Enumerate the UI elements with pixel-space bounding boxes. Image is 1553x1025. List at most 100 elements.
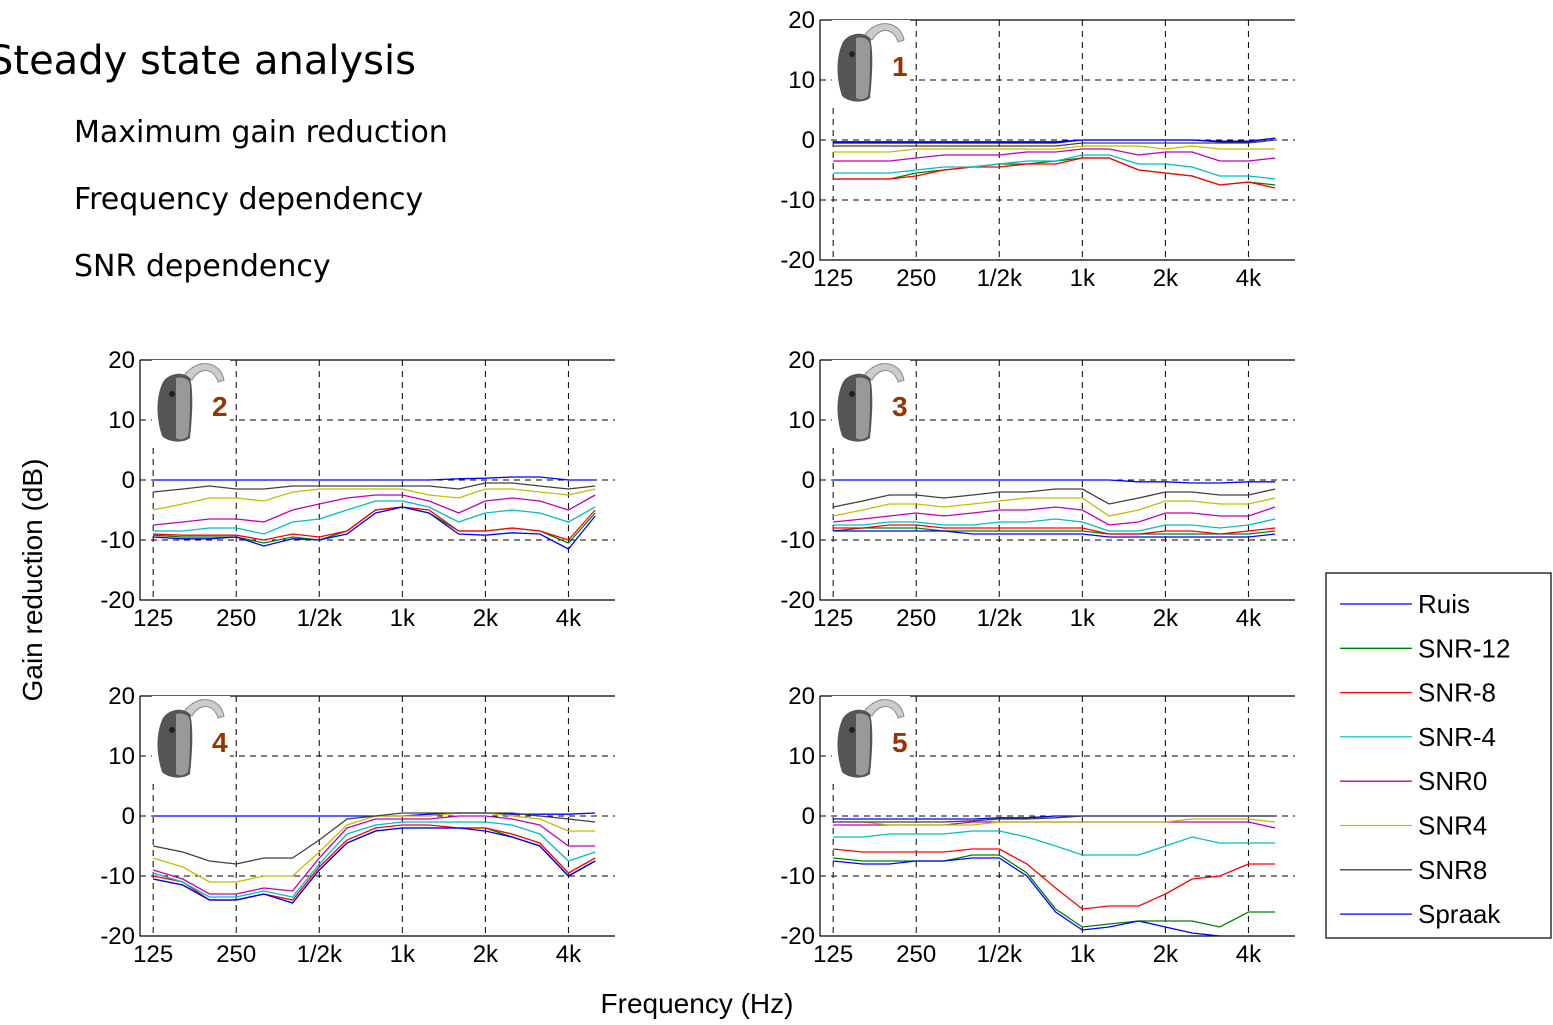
line-series xyxy=(833,818,1276,826)
x-tick-label: 4k xyxy=(556,605,582,632)
line-series xyxy=(833,530,1276,538)
bullet: SNR dependency xyxy=(74,249,331,284)
hearing-aid-icon xyxy=(832,20,910,104)
line-series xyxy=(153,482,596,493)
line-series xyxy=(833,157,1276,189)
slide-title: Steady state analysis xyxy=(0,38,416,84)
x-tick-label: 250 xyxy=(896,941,936,968)
hearing-aid-icon xyxy=(152,360,230,444)
x-tick-label: 125 xyxy=(813,265,853,292)
line-series xyxy=(153,494,596,526)
line-series xyxy=(833,527,1276,535)
legend-label: Spraak xyxy=(1418,899,1501,929)
y-tick-label: 20 xyxy=(108,347,135,374)
line-series xyxy=(833,848,1276,910)
x-tick-label: 4k xyxy=(1236,265,1262,292)
x-tick-label: 1/2k xyxy=(977,941,1023,968)
line-series xyxy=(833,815,1276,823)
line-series xyxy=(153,506,596,550)
legend-label: SNR0 xyxy=(1418,766,1487,796)
x-tick-label: 1k xyxy=(390,605,416,632)
series-group xyxy=(152,812,596,904)
x-tick-label: 4k xyxy=(1236,605,1262,632)
line-series xyxy=(833,518,1276,532)
y-tick-label: 10 xyxy=(788,67,815,94)
legend-label: SNR-12 xyxy=(1418,633,1510,663)
x-tick-label: 4k xyxy=(1236,941,1262,968)
y-tick-label: 10 xyxy=(108,407,135,434)
hearing-aid-icon xyxy=(832,696,910,780)
x-tick-label: 125 xyxy=(133,941,173,968)
x-tick-label: 2k xyxy=(473,941,499,968)
chart-panel: -20 -10 0 10 20 125 250 1/2k 1k 2k 4k 2 xyxy=(100,347,615,632)
line-series xyxy=(152,821,596,898)
line-series xyxy=(833,139,1276,147)
line-series xyxy=(833,145,1276,153)
hearing-aid-icon xyxy=(832,360,910,444)
line-series xyxy=(153,812,596,865)
y-tick-label: -20 xyxy=(780,587,815,614)
x-tick-label: 1k xyxy=(390,941,416,968)
panel-number: 1 xyxy=(892,51,908,82)
legend-label: SNR-8 xyxy=(1418,678,1496,708)
legend-label: SNR4 xyxy=(1418,811,1487,841)
y-tick-label: 10 xyxy=(788,407,815,434)
y-tick-label: 20 xyxy=(108,683,135,710)
x-tick-label: 125 xyxy=(813,605,853,632)
chart-panel: -20 -10 0 10 20 125 250 1/2k 1k 2k 4k 3 xyxy=(780,347,1295,632)
series-group xyxy=(833,815,1276,936)
x-tick-label: 2k xyxy=(473,605,499,632)
line-series xyxy=(153,476,596,481)
line-series xyxy=(833,479,1276,484)
y-tick-label: 10 xyxy=(108,743,135,770)
x-tick-label: 1k xyxy=(1070,265,1096,292)
line-series xyxy=(833,854,1276,928)
x-tick-label: 1/2k xyxy=(297,605,343,632)
x-tick-label: 125 xyxy=(813,941,853,968)
x-tick-label: 2k xyxy=(1153,265,1179,292)
y-tick-label: 20 xyxy=(788,683,815,710)
chart-panel: -20 -10 0 10 20 125 250 1/2k 1k 2k 4k 5 xyxy=(780,683,1295,968)
x-tick-label: 1k xyxy=(1070,941,1096,968)
y-tick-label: 0 xyxy=(802,127,815,154)
line-series xyxy=(833,148,1276,162)
series-group xyxy=(833,479,1276,538)
y-tick-label: 0 xyxy=(122,803,135,830)
y-tick-label: -10 xyxy=(100,863,135,890)
line-series xyxy=(153,506,596,541)
x-tick-label: 1/2k xyxy=(977,265,1023,292)
y-tick-label: 0 xyxy=(802,467,815,494)
y-tick-label: -10 xyxy=(780,187,815,214)
line-series xyxy=(833,154,1276,180)
y-axis-label: Gain reduction (dB) xyxy=(17,459,48,702)
x-tick-label: 1/2k xyxy=(977,605,1023,632)
line-series xyxy=(833,857,1220,936)
x-tick-label: 250 xyxy=(216,605,256,632)
panel-number: 5 xyxy=(892,727,908,758)
y-tick-label: 10 xyxy=(788,743,815,770)
line-series xyxy=(833,497,1276,517)
y-tick-label: -10 xyxy=(780,527,815,554)
legend-label: Ruis xyxy=(1418,589,1470,619)
line-series xyxy=(833,506,1276,526)
panel-number: 2 xyxy=(212,391,228,422)
y-tick-label: 0 xyxy=(122,467,135,494)
x-tick-label: 2k xyxy=(1153,605,1179,632)
x-tick-label: 250 xyxy=(216,941,256,968)
y-tick-label: 20 xyxy=(788,7,815,34)
line-series xyxy=(153,500,596,535)
panel-number: 4 xyxy=(212,727,228,758)
line-series xyxy=(833,524,1276,535)
x-tick-label: 125 xyxy=(133,605,173,632)
x-tick-label: 1/2k xyxy=(297,941,343,968)
line-series xyxy=(833,488,1276,508)
panel-number: 3 xyxy=(892,391,908,422)
y-tick-label: 0 xyxy=(802,803,815,830)
line-series xyxy=(152,815,596,895)
line-series xyxy=(833,830,1276,856)
series-group xyxy=(833,137,1276,189)
x-tick-label: 4k xyxy=(556,941,582,968)
legend: Ruis SNR-12 SNR-8 SNR-4 SNR0 SNR4 SNR8 Spraak xyxy=(1325,572,1552,939)
y-tick-label: -10 xyxy=(100,527,135,554)
